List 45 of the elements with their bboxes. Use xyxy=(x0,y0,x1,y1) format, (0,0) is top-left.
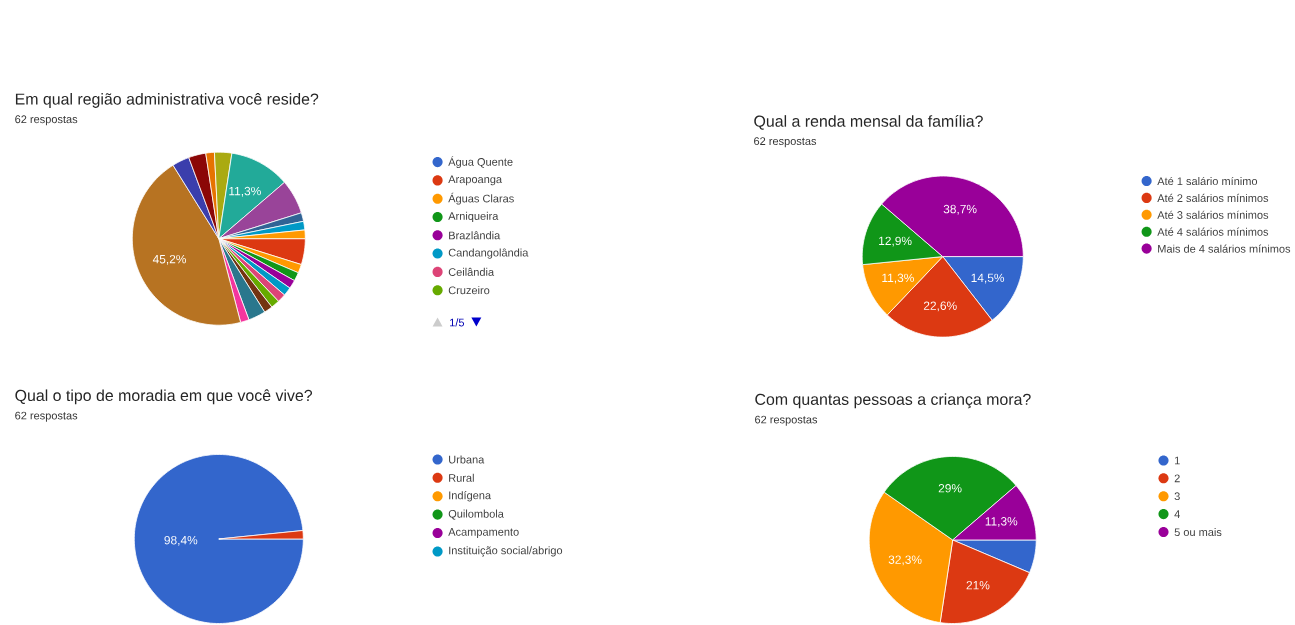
chart-title: Em qual região administrativa você reside? xyxy=(15,93,319,109)
legend-label: Arapoanga xyxy=(448,175,503,186)
chart-subtitle: 62 respostas xyxy=(15,115,78,126)
data-label: 32,3% xyxy=(888,555,922,566)
data-label: 29% xyxy=(938,484,962,493)
chart-title: Qual a renda mensal da família? xyxy=(754,115,983,130)
chart-title: Qual o tipo de moradia em que você vive? xyxy=(15,389,313,405)
legend-label: Instituição social/abrigo xyxy=(449,546,563,557)
data-label: 21% xyxy=(966,581,990,590)
legend-label: Águas Claras xyxy=(448,193,514,205)
data-label: 11,3% xyxy=(229,187,261,197)
data-label: 11,3% xyxy=(985,517,1018,528)
legend-label: Cruzeiro xyxy=(448,286,490,295)
chart-subtitle: 62 respostas xyxy=(754,137,817,148)
legend-label: 2 xyxy=(1174,474,1180,483)
legend-label: Indígena xyxy=(449,491,492,502)
data-label: 98,4% xyxy=(164,536,198,547)
legend-label: Mais de 4 salários mínimos xyxy=(1158,244,1291,253)
data-label: 38,7% xyxy=(943,205,977,215)
legend-label: Até 3 salários mínimos xyxy=(1157,210,1269,220)
chart-subtitle: 62 respostas xyxy=(755,415,818,426)
legend-label: Brazlândia xyxy=(449,231,501,240)
chart-subtitle: 62 respostas xyxy=(15,411,78,422)
legend-label: 1 xyxy=(1174,456,1180,465)
legend-label: Urbana xyxy=(449,455,485,464)
legend-label: 4 xyxy=(1174,510,1180,519)
data-label: 14,5% xyxy=(971,273,1005,284)
data-label: 12,9% xyxy=(879,236,912,247)
legend-label: 3 xyxy=(1174,492,1180,501)
legend-label: Rural xyxy=(449,474,474,483)
data-label: 22,6% xyxy=(923,301,957,312)
legend-label: Arniqueira xyxy=(448,212,499,223)
data-label: 45,2% xyxy=(152,255,187,266)
data-label: 11,3% xyxy=(882,273,914,284)
legend-label: Até 1 salário mínimo xyxy=(1157,177,1258,186)
legend-label: Candangolândia xyxy=(448,248,529,259)
legend-label: Acampamento xyxy=(448,528,519,539)
chart-title: Com quantas pessoas a criança mora? xyxy=(755,393,1031,409)
text: 1/5 xyxy=(450,318,465,327)
legend-label: Até 4 salários mínimos xyxy=(1157,227,1269,237)
legend-label: Água Quente xyxy=(448,156,513,169)
legend-label: 5 ou mais xyxy=(1174,528,1222,537)
legend-label: Ceilândia xyxy=(448,268,495,277)
legend-label: Quilombola xyxy=(448,509,504,520)
legend-label: Até 2 salários mínimos xyxy=(1157,194,1269,203)
